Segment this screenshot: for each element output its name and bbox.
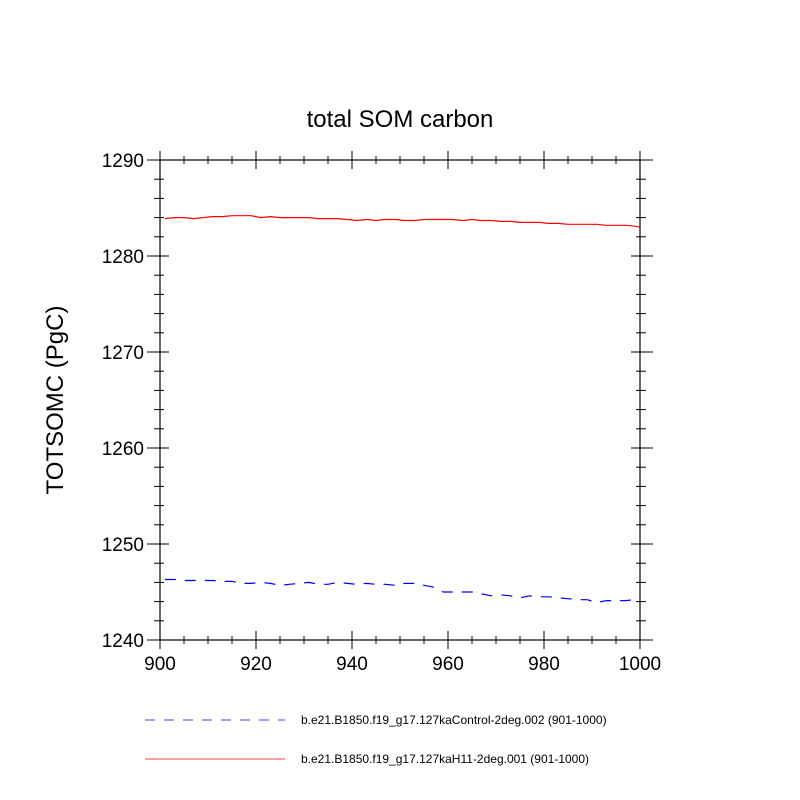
y-tick-label: 1270 xyxy=(102,343,144,364)
series-lines xyxy=(164,215,641,604)
y-tick-label: 1280 xyxy=(102,247,144,268)
x-tick-label: 900 xyxy=(144,654,176,675)
y-tick-label: 1240 xyxy=(102,631,144,652)
plot-frame xyxy=(159,159,641,641)
series-line-h11 xyxy=(164,215,641,228)
y-tick-label: 1290 xyxy=(102,151,144,172)
y-tick-label: 1250 xyxy=(102,535,144,556)
x-tick-label: 920 xyxy=(240,654,272,675)
legend-label-control: b.e21.B1850.f19_g17.127kaControl-2deg.00… xyxy=(301,713,607,727)
y-tick-label: 1260 xyxy=(102,439,144,460)
x-tick-label: 1000 xyxy=(619,654,661,675)
x-tick-label: 980 xyxy=(528,654,560,675)
legend: b.e21.B1850.f19_g17.127kaControl-2deg.00… xyxy=(145,713,607,766)
x-tick-label: 940 xyxy=(336,654,368,675)
tick-labels: 900 920 940 960 980 1000 1240 1250 1260 1270 1280 1… xyxy=(102,151,661,675)
series-line-control xyxy=(164,578,640,604)
legend-label-h11: b.e21.B1850.f19_g17.127kaH11-2deg.001 (9… xyxy=(301,752,589,766)
y-axis-label: TOTSOMC (PgC) xyxy=(42,306,69,495)
chart-title: total SOM carbon xyxy=(307,106,494,133)
axis-ticks xyxy=(147,151,653,649)
x-tick-label: 960 xyxy=(432,654,464,675)
